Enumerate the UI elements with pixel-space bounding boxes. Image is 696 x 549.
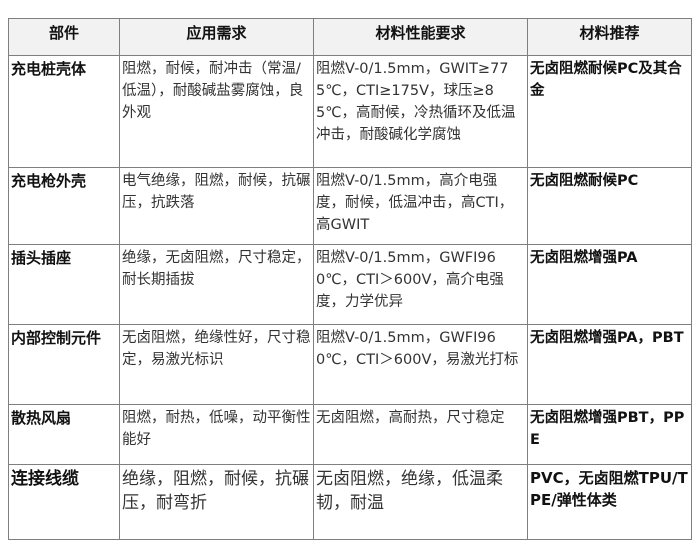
cell-part: 插头插座 bbox=[8, 244, 120, 325]
cell-requirement: 阻燃，耐热，低噪，动平衡性能好 bbox=[119, 404, 314, 465]
table-row: 插头插座 绝缘，无卤阻燃，尺寸稳定，耐长期插拔 阻燃V-0/1.5mm，GWFI… bbox=[8, 244, 692, 325]
cell-part: 充电枪外壳 bbox=[8, 167, 120, 245]
cell-material: 无卤阻燃耐候PC bbox=[527, 167, 692, 245]
cell-performance: 阻燃V-0/1.5mm，GWFI960℃，CTI＞600V，高介电强度，力学优异 bbox=[313, 244, 528, 325]
header-requirement: 应用需求 bbox=[119, 18, 314, 56]
cell-material: PVC，无卤阻燃TPU/TPE/弹性体类 bbox=[527, 464, 692, 540]
cell-material: 无卤阻燃增强PBT，PPE bbox=[527, 404, 692, 465]
table-row: 内部控制元件 无卤阻燃，绝缘性好，尺寸稳定，易激光标识 阻燃V-0/1.5mm，… bbox=[8, 324, 692, 405]
cell-requirement: 阻燃，耐候，耐冲击（常温/低温），耐酸碱盐雾腐蚀，良外观 bbox=[119, 55, 314, 168]
table-row: 充电桩壳体 阻燃，耐候，耐冲击（常温/低温），耐酸碱盐雾腐蚀，良外观 阻燃V-0… bbox=[8, 55, 692, 168]
header-row: 部件 应用需求 材料性能要求 材料推荐 bbox=[8, 18, 692, 56]
cell-performance: 阻燃V-0/1.5mm，高介电强度，耐候，低温冲击，高CTI，高GWIT bbox=[313, 167, 528, 245]
cell-material: 无卤阻燃增强PA，PBT bbox=[527, 324, 692, 405]
cell-material: 无卤阻燃耐候PC及其合金 bbox=[527, 55, 692, 168]
materials-table: 部件 应用需求 材料性能要求 材料推荐 充电桩壳体 阻燃，耐候，耐冲击（常温/低… bbox=[8, 18, 692, 540]
cell-material: 无卤阻燃增强PA bbox=[527, 244, 692, 325]
cell-requirement: 绝缘，阻燃，耐候，抗碾压，耐弯折 bbox=[119, 464, 314, 540]
cell-performance: 无卤阻燃，绝缘，低温柔韧，耐温 bbox=[313, 464, 528, 540]
cell-part: 散热风扇 bbox=[8, 404, 120, 465]
cell-part: 内部控制元件 bbox=[8, 324, 120, 405]
header-material: 材料推荐 bbox=[527, 18, 692, 56]
header-part: 部件 bbox=[8, 18, 120, 56]
cell-part: 连接线缆 bbox=[8, 464, 120, 540]
cell-performance: 无卤阻燃，高耐热，尺寸稳定 bbox=[313, 404, 528, 465]
table-row: 充电枪外壳 电气绝缘，阻燃，耐候，抗碾压，抗跌落 阻燃V-0/1.5mm，高介电… bbox=[8, 167, 692, 245]
table-row: 连接线缆 绝缘，阻燃，耐候，抗碾压，耐弯折 无卤阻燃，绝缘，低温柔韧，耐温 PV… bbox=[8, 464, 692, 540]
cell-requirement: 电气绝缘，阻燃，耐候，抗碾压，抗跌落 bbox=[119, 167, 314, 245]
cell-requirement: 无卤阻燃，绝缘性好，尺寸稳定，易激光标识 bbox=[119, 324, 314, 405]
cell-performance: 阻燃V-0/1.5mm，GWFI960℃，CTI＞600V，易激光打标 bbox=[313, 324, 528, 405]
header-performance: 材料性能要求 bbox=[313, 18, 528, 56]
table-row: 散热风扇 阻燃，耐热，低噪，动平衡性能好 无卤阻燃，高耐热，尺寸稳定 无卤阻燃增… bbox=[8, 404, 692, 465]
cell-requirement: 绝缘，无卤阻燃，尺寸稳定，耐长期插拔 bbox=[119, 244, 314, 325]
cell-performance: 阻燃V-0/1.5mm，GWIT≥775℃，CTI≥175V，球压≥85℃，高耐… bbox=[313, 55, 528, 168]
cell-part: 充电桩壳体 bbox=[8, 55, 120, 168]
